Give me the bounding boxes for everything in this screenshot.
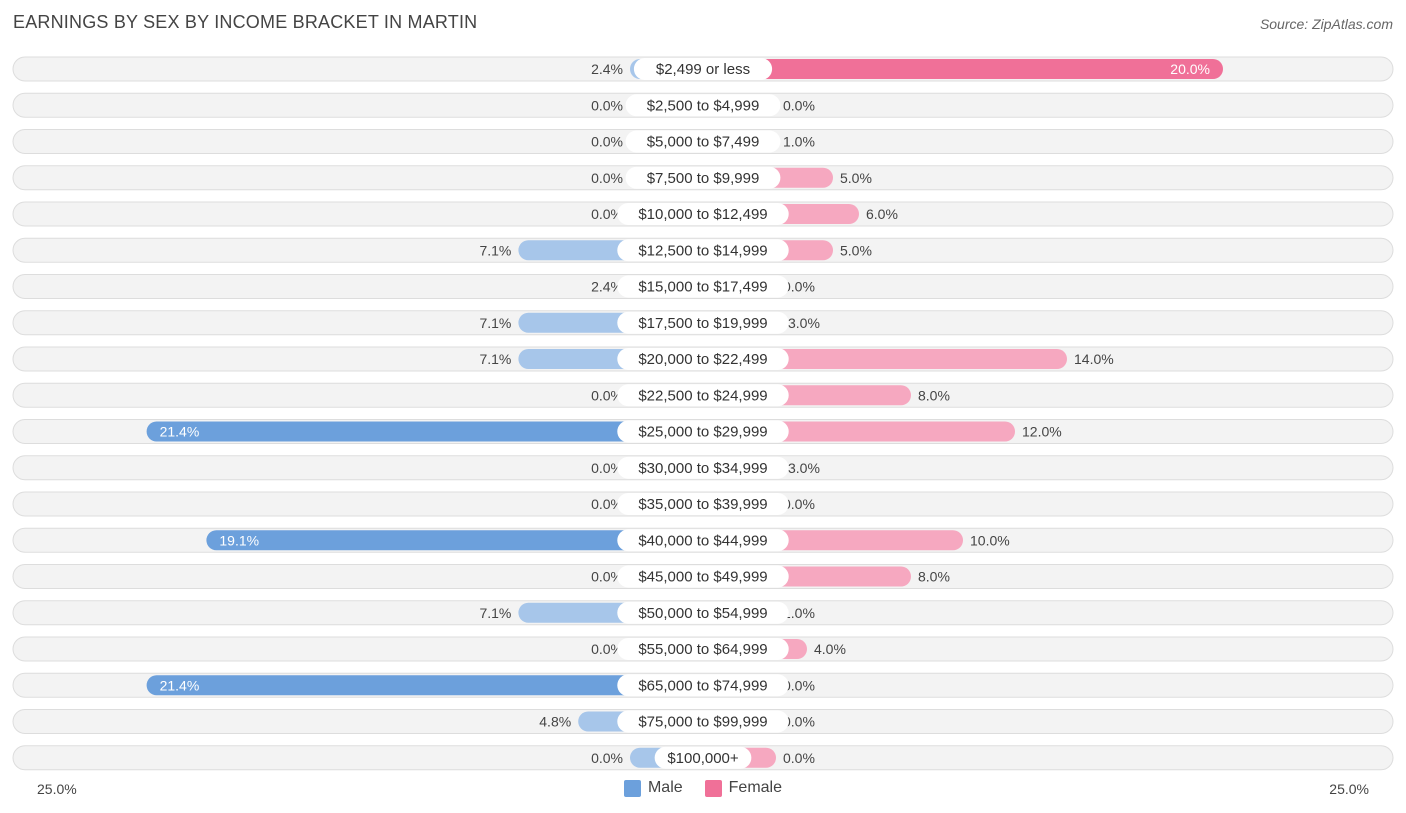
category-label: $12,500 to $14,999 [638, 242, 767, 259]
legend-item-female: Female [704, 779, 783, 797]
male-value-label: 19.1% [219, 532, 259, 548]
female-value-label: 3.0% [788, 315, 820, 331]
category-pill [617, 493, 789, 515]
category-pill [617, 638, 789, 660]
male-value-label: 0.0% [591, 170, 623, 186]
male-bar [146, 421, 704, 442]
female-value-label: 1.0% [783, 605, 815, 621]
male-bar [206, 530, 703, 551]
male-value-label: 0.0% [591, 750, 623, 766]
axis-left-label: 25.0% [37, 781, 77, 797]
male-value-label: 0.0% [591, 569, 623, 585]
category-pill [617, 420, 789, 443]
female-value-label: 14.0% [1074, 351, 1114, 367]
female-value-label: 8.0% [918, 569, 950, 585]
legend-item-male: Male [623, 779, 683, 797]
female-bar [703, 59, 1223, 79]
category-label: $75,000 to $99,999 [638, 714, 767, 731]
source-label: Source: ZipAtlas.com [1259, 16, 1393, 32]
female-value-label: 0.0% [783, 714, 815, 730]
male-value-label: 0.0% [591, 496, 623, 512]
chart-title: EARNINGS BY SEX BY INCOME BRACKET IN MAR… [13, 12, 478, 32]
category-pill [617, 275, 789, 298]
category-label: $22,500 to $24,999 [638, 387, 767, 404]
category-label: $2,499 or less [656, 61, 750, 78]
category-label: $30,000 to $34,999 [638, 460, 767, 477]
category-label: $5,000 to $7,499 [647, 134, 760, 151]
legend-label-male: Male [647, 779, 683, 796]
category-pill [617, 239, 789, 262]
category-label: $65,000 to $74,999 [638, 677, 767, 694]
category-label: $55,000 to $64,999 [638, 641, 767, 658]
category-pill [617, 348, 789, 370]
female-value-label: 4.0% [814, 641, 846, 657]
female-value-label: 8.0% [918, 387, 950, 403]
male-value-label: 0.0% [591, 134, 623, 150]
male-value-label: 2.4% [591, 279, 623, 295]
legend: Male Female [0, 779, 1406, 797]
male-value-label: 0.0% [591, 387, 623, 403]
male-value-label: 2.4% [591, 61, 623, 77]
male-value-label: 4.8% [539, 714, 571, 730]
category-label: $50,000 to $54,999 [638, 605, 767, 622]
male-value-label: 7.1% [479, 605, 511, 621]
male-value-label: 7.1% [479, 315, 511, 331]
category-pill [617, 601, 789, 624]
category-pill [617, 456, 789, 479]
category-label: $7,500 to $9,999 [647, 170, 760, 187]
category-label: $10,000 to $12,499 [638, 206, 767, 223]
female-value-label: 12.0% [1022, 424, 1062, 440]
male-value-label: 7.1% [479, 351, 511, 367]
category-pill [617, 311, 789, 334]
male-value-label: 0.0% [591, 641, 623, 657]
category-label: $2,500 to $4,999 [647, 97, 760, 114]
female-value-label: 0.0% [783, 677, 815, 693]
category-pill [625, 94, 781, 117]
female-value-label: 10.0% [970, 532, 1010, 548]
category-label: $17,500 to $19,999 [638, 315, 767, 332]
category-pill [654, 746, 752, 769]
female-value-label: 0.0% [783, 750, 815, 766]
female-value-label: 5.0% [840, 170, 872, 186]
category-label: $20,000 to $22,499 [638, 351, 767, 368]
legend-swatch-female [704, 779, 722, 797]
chart-canvas: 2.4% 20.0% $2,499 or less 0.0% 0.0% $2,500 to… [12, 56, 1394, 771]
category-pill [625, 166, 781, 189]
female-value-label: 6.0% [866, 206, 898, 222]
female-value-label: 0.0% [783, 496, 815, 512]
category-label: $45,000 to $49,999 [638, 569, 767, 586]
female-bar [703, 349, 1067, 369]
category-pill [617, 203, 789, 225]
category-label: $15,000 to $17,499 [638, 279, 767, 296]
female-value-label: 3.0% [788, 460, 820, 476]
category-label: $100,000+ [667, 750, 739, 767]
female-value-label: 0.0% [783, 279, 815, 295]
male-value-label: 0.0% [591, 460, 623, 476]
male-value-label: 0.0% [591, 206, 623, 222]
male-value-label: 0.0% [591, 97, 623, 113]
category-label: $35,000 to $39,999 [638, 496, 767, 513]
legend-label-female: Female [728, 779, 783, 796]
category-pill [633, 58, 773, 80]
category-pill [617, 529, 789, 552]
female-value-label: 5.0% [840, 242, 872, 258]
male-value-label: 7.1% [479, 242, 511, 258]
legend-swatch-male [623, 779, 641, 797]
male-value-label: 21.4% [160, 677, 200, 693]
female-value-label: 1.0% [783, 134, 815, 150]
category-label: $25,000 to $29,999 [638, 424, 767, 441]
male-value-label: 21.4% [160, 424, 200, 440]
category-pill [617, 565, 789, 588]
female-value-label: 20.0% [1170, 61, 1210, 77]
category-label: $40,000 to $44,999 [638, 532, 767, 549]
category-pill [625, 130, 781, 153]
category-pill [617, 674, 789, 697]
category-pill [617, 710, 789, 733]
male-bar [146, 675, 704, 696]
axis-right-label: 25.0% [1329, 781, 1369, 797]
female-value-label: 0.0% [783, 97, 815, 113]
category-pill [617, 384, 789, 407]
